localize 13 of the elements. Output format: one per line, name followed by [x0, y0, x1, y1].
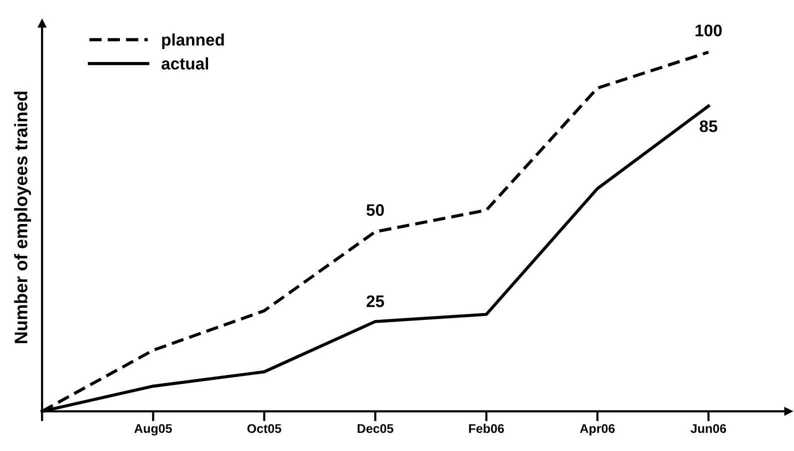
y-axis-title: Number of employees trained: [14, 92, 31, 344]
x-tick-label: Feb06: [469, 424, 504, 433]
data-label: 50: [366, 204, 384, 216]
x-tick-label: Oct05: [247, 424, 282, 433]
x-tick-label: Aug05: [134, 424, 172, 436]
data-label: 85: [700, 120, 718, 132]
x-tick-label: Apr06: [580, 424, 615, 436]
x-tick-label: Dec05: [358, 424, 394, 433]
legend-label: actual: [162, 57, 208, 70]
legend-label: planned: [162, 33, 224, 49]
data-label: 25: [366, 295, 384, 308]
data-label: 100: [696, 24, 722, 36]
x-tick-label: Jun06: [690, 424, 726, 433]
